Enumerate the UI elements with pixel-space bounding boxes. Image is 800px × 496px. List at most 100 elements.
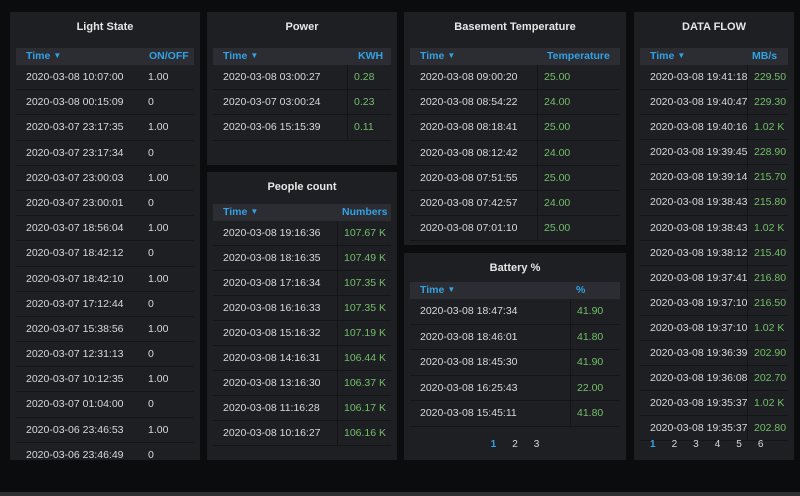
cell-value: 228.90	[754, 146, 787, 159]
page-link-1[interactable]: 1	[490, 439, 497, 450]
cell-value-column: 1.00	[142, 418, 194, 442]
cell-time: 2020-03-06 23:46:53	[26, 423, 124, 436]
page-link-6[interactable]: 6	[757, 439, 764, 450]
cell-time: 2020-03-08 19:38:12	[650, 246, 748, 259]
cell-value: 202.90	[754, 347, 787, 360]
cell-time: 2020-03-07 10:12:35	[26, 373, 124, 386]
cell-time: 2020-03-08 07:42:57	[420, 196, 518, 209]
bottom-bar	[0, 492, 800, 496]
cell-value-column: 1.00	[142, 65, 194, 89]
cell-value: 41.80	[577, 407, 604, 420]
cell-value: 25.00	[544, 121, 571, 134]
page-link-1[interactable]: 1	[650, 439, 656, 450]
cell-value-column: 0	[142, 443, 194, 460]
page-link-5[interactable]: 5	[736, 439, 742, 450]
page-link-3[interactable]: 3	[693, 439, 699, 450]
table-row: 2020-03-08 08:18:41 25.00	[410, 115, 620, 141]
column-header-value[interactable]: Temperature	[547, 50, 610, 62]
cell-value: 229.50	[754, 71, 787, 83]
cell-value: 0	[148, 146, 154, 159]
cell-value-column: 0.23	[347, 90, 391, 115]
table-body: 2020-03-08 18:47:34 41.90 2020-03-08 18:46…	[404, 299, 626, 427]
cell-value: 1.02 K	[754, 397, 785, 410]
page-link-4[interactable]: 4	[714, 439, 721, 450]
table-row: 2020-03-08 19:35:37 202.80	[640, 416, 788, 442]
cell-time: 2020-03-08 19:41:18	[650, 71, 748, 83]
cell-value: 25.00	[544, 171, 571, 184]
page-link-3[interactable]: 3	[533, 439, 540, 450]
cell-time: 2020-03-08 07:01:10	[420, 222, 518, 235]
cell-time: 2020-03-08 19:36:39	[650, 347, 748, 360]
cell-value: 41.90	[577, 356, 604, 369]
cell-value: 1.00	[148, 272, 169, 285]
cell-time: 2020-03-08 19:40:47	[650, 96, 748, 109]
table-header: Time ▼ KWH	[213, 48, 391, 65]
cell-value: 202.70	[754, 372, 787, 385]
cell-value-column: 215.70	[747, 165, 788, 190]
cell-value: 22.00	[577, 381, 604, 394]
table-row: 2020-03-08 03:00:27 0.28	[213, 65, 391, 91]
cell-value: 215.40	[754, 246, 787, 259]
table-row: 2020-03-07 23:17:34 0	[16, 141, 194, 166]
page-link-2[interactable]: 2	[671, 439, 678, 450]
cell-value: 0	[148, 196, 154, 209]
cell-value-column: 106.16 K	[337, 421, 391, 445]
column-header-value[interactable]: KWH	[358, 50, 384, 62]
table-header: Time ▼ Temperature	[410, 48, 620, 65]
cell-value: 0	[148, 448, 154, 460]
table-row: 2020-03-08 19:37:10 1.02 K	[640, 315, 788, 342]
table-row: 2020-03-08 19:16:36 107.67 K	[213, 221, 391, 246]
table-row: 2020-03-08 19:36:08 202.70	[640, 366, 788, 392]
cell-value-column: 0	[142, 191, 194, 215]
column-header-time[interactable]: Time ▼	[223, 50, 259, 62]
cell-time: 2020-03-07 18:42:12	[26, 247, 124, 260]
column-header-time[interactable]: Time ▼	[26, 50, 62, 62]
panel-title: Battery %	[489, 262, 541, 274]
cell-value-column: 106.37 K	[337, 371, 391, 395]
cell-time: 2020-03-08 19:39:45	[650, 146, 748, 159]
column-header-value[interactable]: Numbers	[342, 206, 388, 218]
table-row: 2020-03-08 19:38:43 215.80	[640, 190, 788, 216]
cell-time: 2020-03-07 18:42:10	[26, 272, 124, 285]
cell-value: 215.80	[754, 196, 787, 209]
table-row: 2020-03-07 23:00:01 0	[16, 191, 194, 217]
table-row: 2020-03-07 17:12:44 0	[16, 292, 194, 317]
cell-value: 107.67 K	[344, 227, 387, 239]
cell-value-column: 107.35 K	[337, 296, 391, 320]
table-row: 2020-03-07 12:31:13 0	[16, 342, 194, 368]
cell-value: 1.00	[148, 71, 169, 83]
cell-value: 0.11	[354, 121, 374, 134]
cell-value-column: 24.00	[537, 90, 620, 115]
table-row: 2020-03-08 18:45:30 41.90	[410, 350, 620, 376]
cell-time: 2020-03-07 23:17:35	[26, 121, 124, 134]
cell-value-column: 215.80	[747, 190, 788, 215]
cell-time: 2020-03-07 23:00:03	[26, 171, 124, 184]
table-row: 2020-03-08 16:25:43 22.00	[410, 375, 620, 402]
cell-value: 1.02 K	[754, 221, 785, 234]
table-row: 2020-03-08 19:36:39 202.90	[640, 341, 788, 367]
panel-data-flow: DATA FLOW Time ▼ MB/s 2020-03-08 19:41:18…	[634, 12, 794, 460]
table-row: 2020-03-07 10:12:35 1.00	[16, 367, 194, 393]
table-row: 2020-03-08 19:37:41 216.80	[640, 265, 788, 291]
table-header: Time ▼ MB/s	[640, 48, 788, 65]
table-row: 2020-03-08 19:37:10 216.50	[640, 290, 788, 316]
column-header-value[interactable]: ON/OFF	[149, 50, 189, 62]
cell-value: 215.70	[754, 171, 787, 184]
table-body: 2020-03-08 10:07:00 1.00 2020-03-08 00:15:…	[10, 65, 200, 460]
column-header-value[interactable]: MB/s	[752, 50, 778, 62]
cell-time: 2020-03-08 16:16:33	[223, 302, 321, 314]
cell-value-column: 1.02 K	[747, 391, 788, 416]
cell-value: 0	[148, 297, 154, 310]
column-header-time[interactable]: Time ▼	[420, 284, 456, 296]
column-header-time[interactable]: Time ▼	[650, 50, 686, 62]
column-header-time[interactable]: Time ▼	[223, 206, 259, 218]
cell-time: 2020-03-07 18:56:04	[26, 222, 124, 235]
cell-time: 2020-03-08 07:51:55	[420, 171, 518, 184]
column-header-value[interactable]: %	[576, 284, 586, 296]
table-row: 2020-03-08 16:16:33 107.35 K	[213, 296, 391, 321]
panel-basement-temperature: Basement Temperature Time ▼ Temperature 2…	[404, 12, 626, 245]
column-header-time[interactable]: Time ▼	[420, 50, 456, 62]
page-link-2[interactable]: 2	[512, 439, 518, 450]
table-header: Time ▼ Numbers	[213, 204, 391, 221]
cell-time: 2020-03-07 23:17:34	[26, 146, 124, 159]
